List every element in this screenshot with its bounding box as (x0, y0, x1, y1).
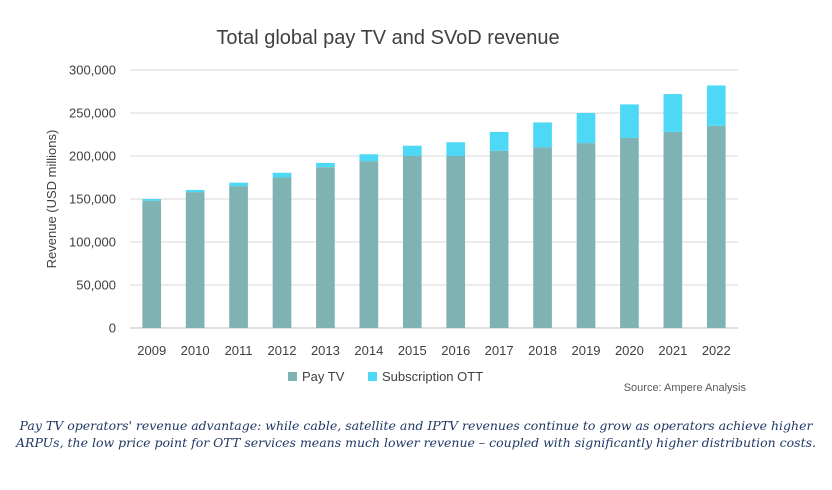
bar-subscription-ott (359, 154, 379, 162)
bar-subscription-ott (620, 104, 639, 138)
y-axis-label: Revenue (USD millions) (44, 130, 59, 269)
bar-pay-tv (229, 186, 248, 328)
legend-swatch-subscription-ott (368, 372, 377, 381)
x-tick-label: 2010 (181, 343, 210, 358)
x-tick-label: 2017 (485, 343, 514, 358)
x-tick-label: 2021 (658, 343, 687, 358)
legend-label-pay-tv: Pay TV (302, 369, 345, 384)
chart-title: Total global pay TV and SVoD revenue (216, 27, 559, 49)
x-tick-label: 2018 (528, 343, 557, 358)
bar-pay-tv (185, 192, 205, 328)
legend: Pay TV Subscription OTT (288, 369, 483, 384)
x-tick-label: 2020 (615, 343, 644, 358)
x-tick-label: 2022 (702, 343, 731, 358)
bar-pay-tv (316, 167, 335, 328)
y-axis-ticks: 0 50,000 100,000 150,000 200,000 250,000 300,0… (69, 63, 116, 336)
bar-pay-tv (706, 125, 726, 329)
x-tick-label: 2016 (441, 343, 470, 358)
figure-caption: Pay TV operators' revenue advantage: whi… (16, 418, 816, 450)
x-tick-label: 2012 (268, 343, 297, 358)
y-tick-label: 250,000 (69, 106, 116, 121)
x-tick-label: 2014 (354, 343, 383, 358)
bar-subscription-ott (533, 122, 552, 148)
bar-pay-tv (446, 156, 466, 328)
bar-subscription-ott (663, 94, 683, 132)
gridlines (130, 69, 738, 329)
bar-subscription-ott (402, 145, 422, 156)
bar-subscription-ott (316, 162, 335, 168)
y-tick-label: 200,000 (69, 149, 116, 164)
x-tick-label: 2011 (225, 343, 253, 358)
x-tick-label: 2015 (398, 343, 427, 358)
bar-pay-tv (402, 156, 422, 328)
bar-pay-tv (620, 137, 639, 328)
bar-subscription-ott (489, 131, 509, 151)
bar-subscription-ott (272, 172, 292, 178)
x-tick-label: 2019 (572, 343, 601, 358)
legend-label-subscription-ott: Subscription OTT (382, 369, 483, 384)
bar-pay-tv (576, 143, 596, 328)
bar-subscription-ott (229, 182, 248, 187)
x-axis-ticks: 2009 2010 2011 2012 2013 2014 2015 2016 2017 2018… (137, 343, 730, 358)
y-tick-label: 300,000 (69, 63, 116, 78)
bar-pay-tv (533, 147, 552, 328)
bar-subscription-ott (576, 113, 596, 144)
bar-subscription-ott (446, 142, 466, 156)
x-tick-label: 2013 (311, 343, 340, 358)
stacked-bar-chart: Total global pay TV and SVoD revenue 0 50… (44, 27, 738, 384)
bar-pay-tv (489, 150, 509, 328)
y-tick-label: 150,000 (69, 192, 116, 207)
x-tick-label: 2009 (137, 343, 166, 358)
bar-pay-tv (359, 161, 379, 328)
bar-pay-tv (272, 177, 292, 328)
bar-subscription-ott (706, 85, 726, 126)
bar-subscription-ott (185, 189, 205, 193)
legend-swatch-pay-tv (288, 372, 297, 381)
bar-subscription-ott (142, 199, 162, 201)
y-tick-label: 100,000 (69, 235, 116, 250)
bar-pay-tv (663, 131, 683, 328)
bar-pay-tv (142, 200, 162, 328)
y-tick-label: 0 (109, 321, 116, 336)
y-tick-label: 50,000 (76, 278, 116, 293)
bars (142, 85, 726, 329)
source-note: Source: Ampere Analysis (623, 382, 746, 394)
